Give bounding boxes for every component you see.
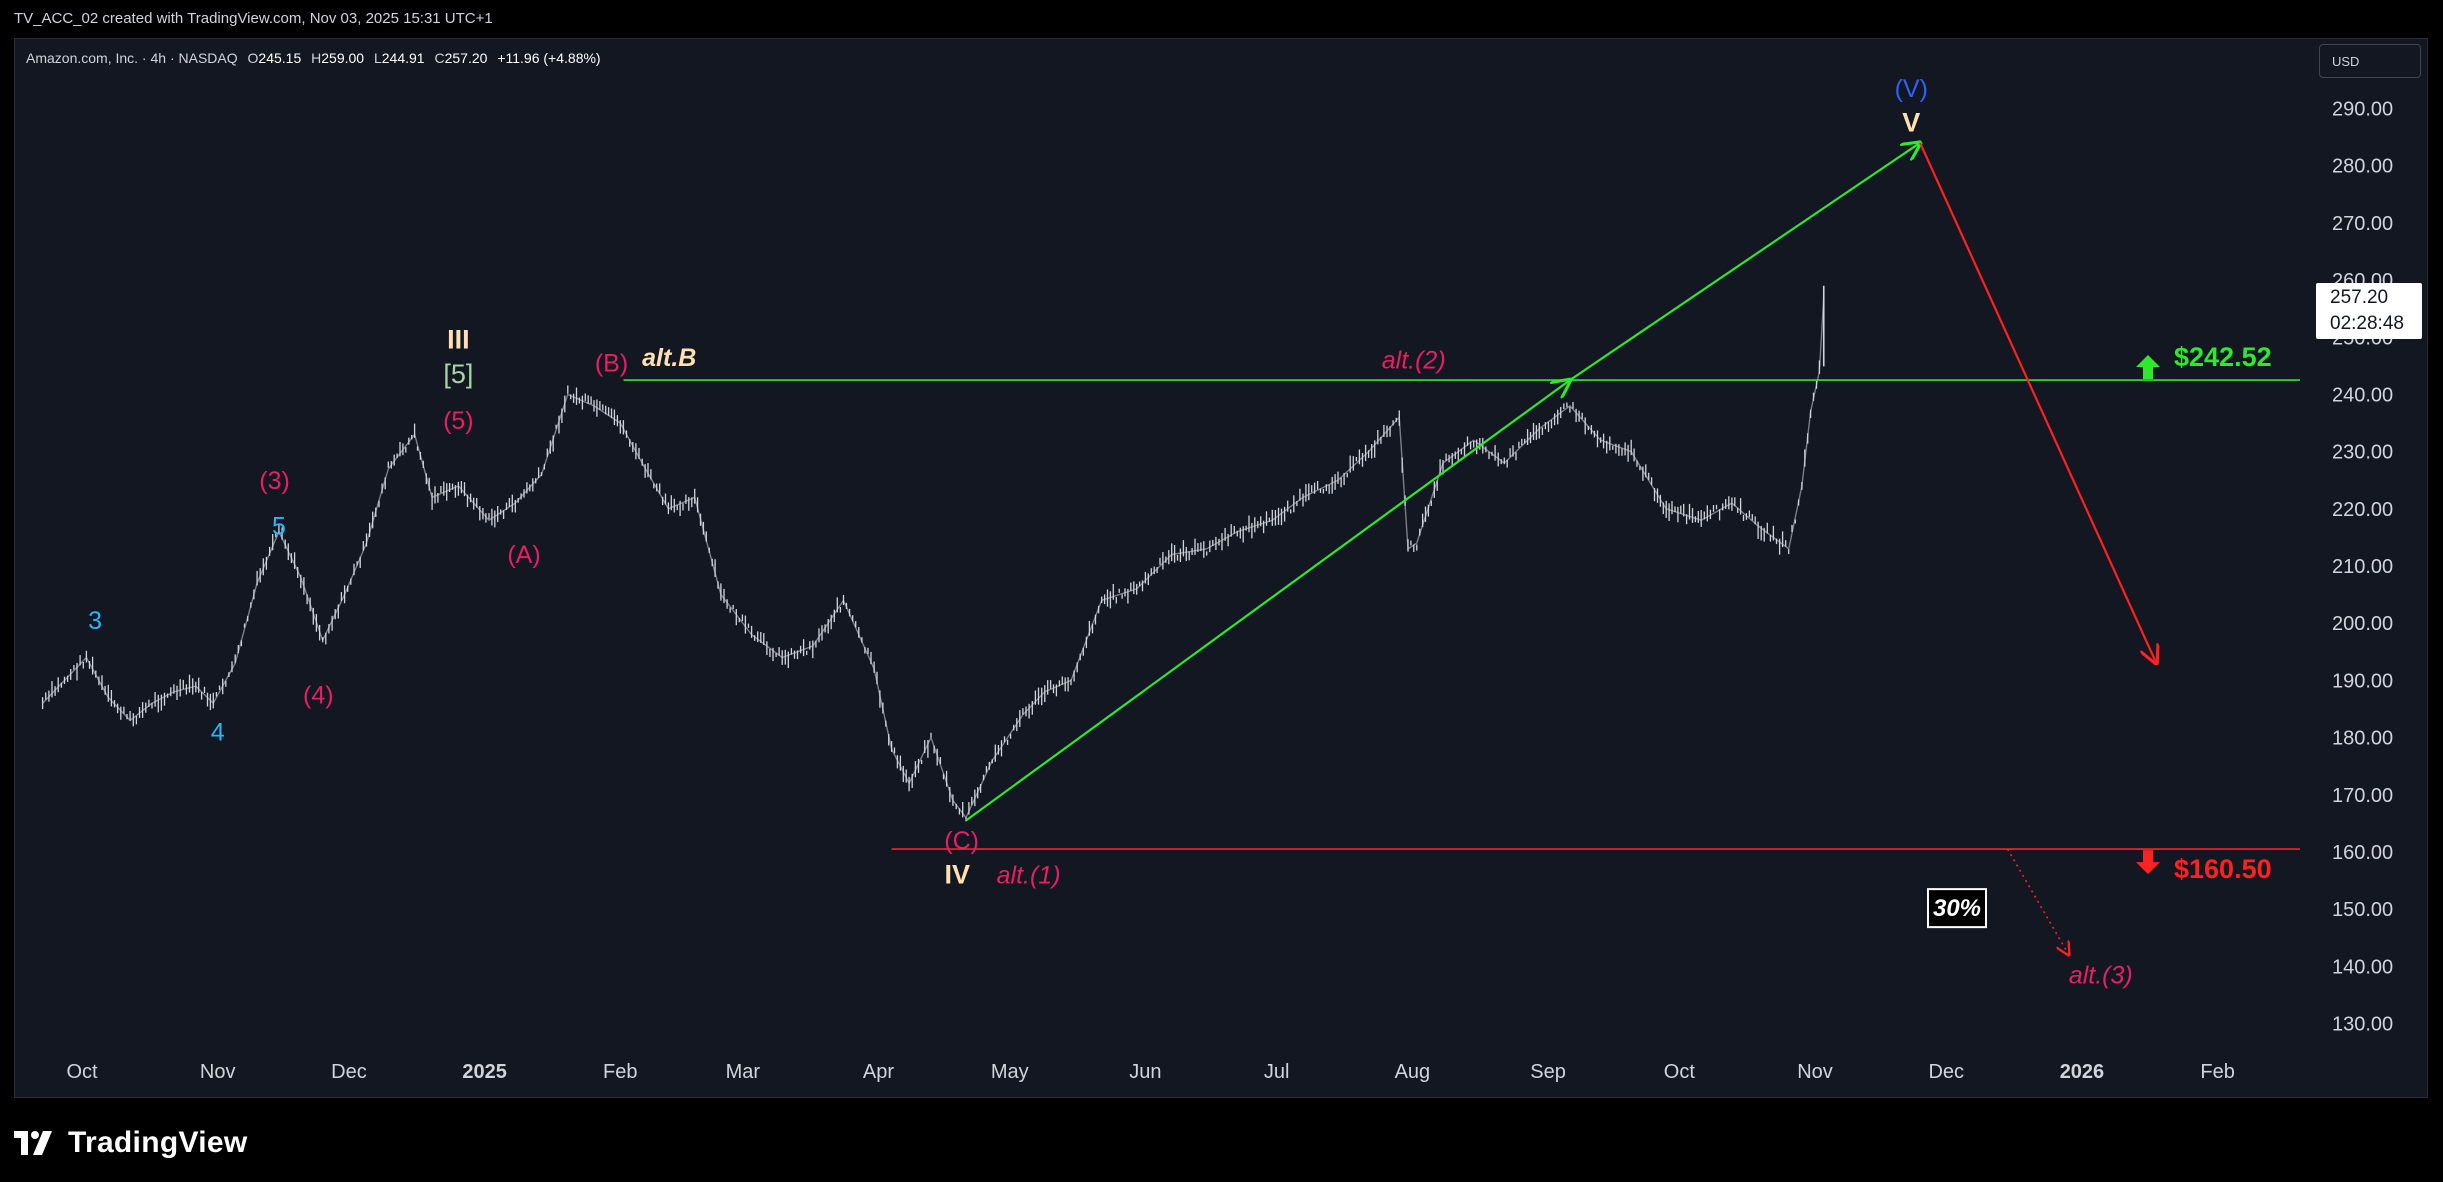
x-tick-label: 2025: [462, 1061, 507, 1083]
wave-label-2: (3): [259, 467, 290, 495]
wave-label-12: IV: [944, 859, 970, 889]
y-tick-label: 230.00: [2332, 442, 2393, 464]
x-tick-label: Aug: [1395, 1061, 1431, 1083]
wave-label-10: alt.B: [642, 344, 696, 372]
wave-label-8: (A): [507, 541, 540, 569]
y-tick-label: 170.00: [2332, 785, 2393, 807]
x-tick-label: Mar: [726, 1061, 761, 1083]
probability-box: [1927, 888, 1987, 929]
x-tick-label: Feb: [603, 1061, 637, 1083]
projection-arrow-2: [1919, 142, 2156, 663]
price-series-layer: [41, 285, 1825, 822]
symbol-name: Amazon.com, Inc. · 4h · NASDAQ: [26, 50, 238, 66]
level-label-1: $160.50: [2174, 854, 2272, 884]
axes-layer: 290.00280.00270.00260.00250.00240.00230.…: [66, 99, 2393, 1084]
close-value: 257.20: [444, 50, 488, 66]
high-value: 259.00: [321, 50, 365, 66]
y-tick-label: 140.00: [2332, 956, 2393, 978]
wave-label-0: 3: [88, 607, 102, 635]
level-label-0: $242.52: [2174, 342, 2272, 372]
wave-label-6: [5]: [443, 359, 473, 389]
wave-label-16: V: [1902, 107, 1920, 137]
open-value: 245.15: [258, 50, 302, 66]
tradingview-brand: TradingView: [68, 1126, 248, 1159]
dotted-projection-arrow: [2006, 848, 2069, 955]
x-tick-label: May: [991, 1061, 1029, 1083]
high-label: H: [311, 50, 322, 66]
change-value: +11.96 (+4.88%): [497, 50, 601, 66]
wave-label-17: alt.(3): [2069, 961, 2133, 989]
y-tick-label: 210.00: [2332, 556, 2393, 578]
level-up-arrow-icon: [2136, 355, 2160, 380]
wave-label-9: (B): [595, 350, 628, 378]
low-value: 244.91: [381, 50, 425, 66]
wave-label-4: (4): [303, 681, 334, 709]
x-tick-label: Apr: [863, 1061, 894, 1083]
projection-arrows-layer: 30%: [965, 142, 2156, 955]
last-price-value: 257.20: [2330, 287, 2389, 308]
open-label: O: [247, 50, 259, 66]
y-tick-label: 150.00: [2332, 899, 2393, 921]
wave-label-13: alt.(1): [997, 861, 1061, 889]
x-tick-label: Jul: [1264, 1061, 1290, 1083]
y-tick-label: 190.00: [2332, 670, 2393, 692]
probability-label: 30%: [1933, 895, 1981, 922]
x-tick-label: Feb: [2200, 1061, 2234, 1083]
y-tick-label: 180.00: [2332, 728, 2393, 750]
last-price-tag: 257.20 02:28:48: [2316, 283, 2422, 339]
x-tick-label: Sep: [1530, 1061, 1566, 1083]
y-tick-label: 130.00: [2332, 1014, 2393, 1036]
wave-label-1: 4: [211, 718, 225, 746]
chart-pane[interactable]: [14, 38, 2428, 1098]
snapshot-header: TV_ACC_02 created with TradingView.com, …: [14, 10, 493, 27]
projection-arrow-1: [1569, 143, 1920, 382]
tradingview-logo-icon: [14, 1131, 52, 1155]
x-tick-label: 2026: [2060, 1061, 2105, 1083]
wave-labels-layer: 3 4 (3) 5 (4) III [5] (5) (A) (B) alt.B (C) IV alt.(1…: [88, 75, 2133, 989]
price-path: [42, 297, 1825, 819]
wave-label-7: (5): [443, 407, 474, 435]
x-tick-label: Nov: [1797, 1061, 1833, 1083]
x-tick-label: Dec: [331, 1061, 367, 1083]
wave-label-14: alt.(2): [1382, 347, 1446, 375]
x-tick-label: Jun: [1129, 1061, 1161, 1083]
wave-label-3: 5: [272, 513, 286, 541]
y-tick-label: 270.00: [2332, 213, 2393, 235]
x-tick-label: Oct: [66, 1061, 98, 1083]
horizontal-levels-layer: $242.52 $160.50: [623, 342, 2300, 884]
currency-button[interactable]: USD: [2319, 44, 2421, 78]
low-label: L: [373, 50, 382, 66]
tradingview-footer[interactable]: TradingView: [14, 1120, 247, 1166]
close-label: C: [434, 50, 445, 66]
y-tick-label: 220.00: [2332, 499, 2393, 521]
y-tick-label: 290.00: [2332, 99, 2393, 121]
projection-arrow-0: [965, 380, 1570, 822]
y-tick-label: 160.00: [2332, 842, 2393, 864]
x-tick-label: Dec: [1928, 1061, 1964, 1083]
x-tick-label: Nov: [200, 1061, 236, 1083]
y-tick-label: 280.00: [2332, 156, 2393, 178]
y-tick-label: 240.00: [2332, 384, 2393, 406]
bar-countdown: 02:28:48: [2330, 313, 2404, 334]
symbol-legend[interactable]: Amazon.com, Inc. · 4h · NASDAQ O245.15 H…: [26, 50, 601, 66]
y-tick-label: 200.00: [2332, 613, 2393, 635]
wave-label-11: (C): [944, 827, 979, 855]
level-down-arrow-icon: [2136, 850, 2160, 875]
x-tick-label: Oct: [1664, 1061, 1696, 1083]
wave-label-15: (V): [1895, 75, 1928, 103]
wave-label-5: III: [447, 325, 470, 355]
